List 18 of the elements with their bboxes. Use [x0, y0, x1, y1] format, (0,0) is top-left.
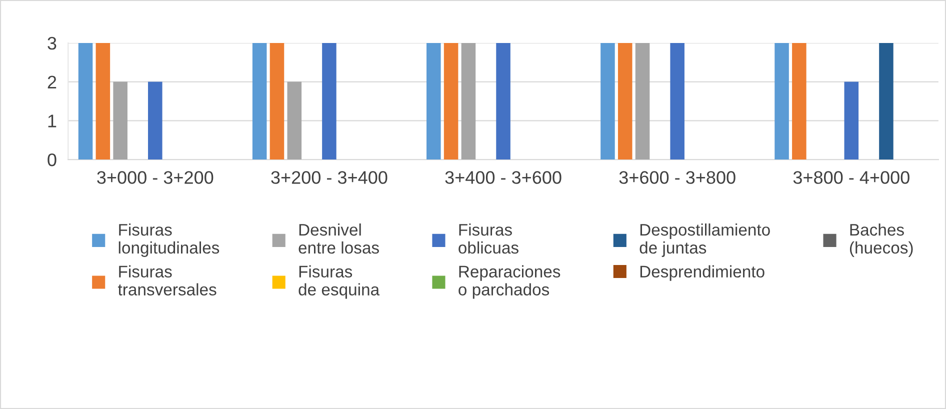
legend-label: Fisuras de esquina	[298, 265, 380, 299]
legend-label: Fisuras longitudinales	[118, 223, 220, 257]
legend-label: Reparaciones o parchados	[458, 265, 560, 299]
legend-label: Despostillamiento de juntas	[640, 223, 770, 257]
legend-label: Desnivel entre losas	[298, 223, 379, 254]
x-tick-label: 3+600 - 3+800	[619, 171, 736, 184]
x-tick-label: 3+200 - 3+400	[271, 171, 388, 184]
x-tick-label: 3+400 - 3+600	[445, 171, 562, 184]
legend-label: Baches (huecos)	[850, 223, 913, 257]
legend-label: Desprendimiento	[640, 265, 764, 281]
y-tick-label: 2	[48, 76, 56, 88]
x-tick-label: 3+000 - 3+200	[97, 171, 214, 184]
y-tick-label: 1	[48, 114, 56, 128]
y-tick-label: 0	[48, 153, 56, 166]
legend-label: Fisuras oblicuas	[458, 223, 518, 254]
legend-label: Fisuras transversales	[118, 265, 216, 296]
y-tick-label: 3	[48, 36, 56, 50]
x-tick-label: 3+800 - 4+000	[793, 171, 910, 184]
